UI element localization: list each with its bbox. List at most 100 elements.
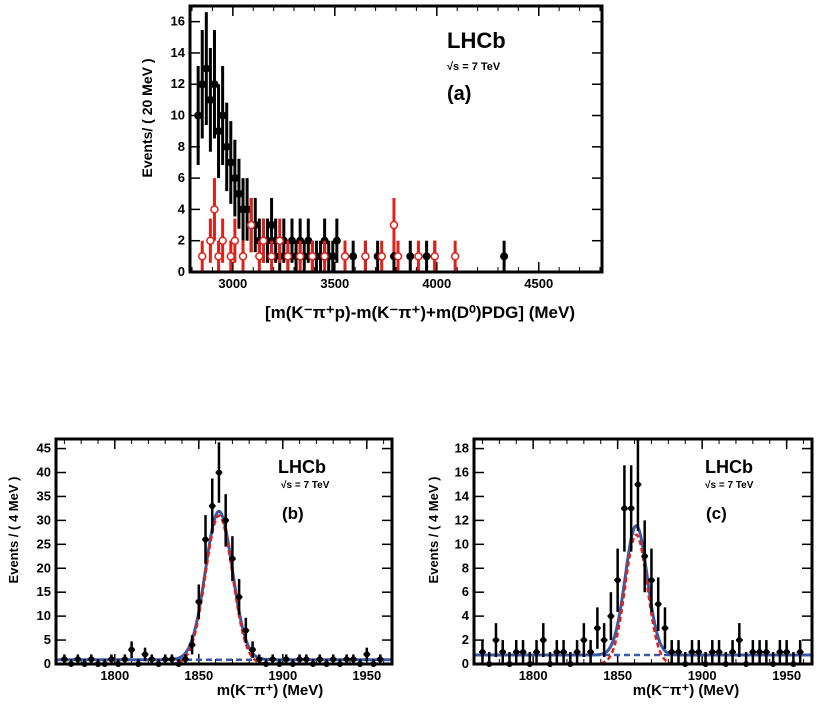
y-tick-label: 30	[37, 512, 51, 527]
y-tick-label: 14	[455, 488, 470, 503]
data-point	[61, 656, 68, 663]
data-point	[406, 252, 415, 261]
y-tick-label: 16	[455, 465, 469, 480]
data-point	[267, 252, 276, 261]
data-point	[269, 656, 276, 663]
data-point	[246, 220, 256, 230]
data-point	[74, 656, 81, 663]
data-point	[580, 637, 587, 644]
data-point	[628, 505, 635, 512]
y-tick-label: 0	[44, 656, 51, 671]
x-tick-label: 1800	[519, 668, 548, 683]
y-tick-label: 5	[44, 632, 51, 647]
data-point	[361, 252, 370, 261]
data-point	[520, 649, 527, 656]
data-point	[215, 469, 222, 476]
y-tick-label: 4	[178, 201, 186, 216]
y-tick-label: 4	[462, 608, 470, 623]
fit-signal-curve	[600, 533, 673, 665]
x-tick-label: 1950	[352, 668, 381, 683]
plot-frame	[188, 4, 604, 274]
data-point	[607, 613, 614, 620]
data-point	[230, 236, 240, 245]
data-point	[226, 252, 236, 261]
data-point	[675, 649, 682, 656]
y-tick-label: 16	[171, 14, 185, 29]
data-point	[763, 649, 770, 656]
data-point	[574, 649, 581, 656]
x-tick-label: 1800	[100, 668, 129, 683]
data-point	[108, 656, 115, 663]
x-axis-label: m(K⁻π⁺) (MeV)	[633, 682, 739, 699]
chart-panel-c: 1800 1850 1900 1950 0 2 4 6 8 10 12 14 16 18 LHCb √s = …	[426, 437, 814, 699]
x-tick-label: 1850	[603, 668, 632, 683]
data-point	[214, 252, 223, 261]
data-point	[776, 649, 783, 656]
data-point	[236, 593, 243, 600]
data-point	[229, 555, 236, 562]
series-red	[197, 178, 460, 272]
y-tick-label: 18	[455, 441, 469, 456]
data-point	[393, 252, 403, 261]
data-point	[797, 649, 804, 656]
x-tick-label: 1950	[772, 668, 801, 683]
x-tick-label: 1900	[268, 668, 297, 683]
panel-label: (c)	[706, 504, 727, 523]
fit-total-curve	[56, 509, 392, 662]
y-tick-label: 14	[171, 45, 186, 60]
data-point	[330, 656, 337, 663]
data-point	[499, 649, 506, 656]
energy-label: √s = 7 TeV	[705, 480, 754, 491]
data-point	[214, 127, 223, 136]
data-point	[206, 236, 215, 245]
data-point	[328, 252, 337, 261]
data-point	[363, 651, 370, 658]
data-point	[349, 252, 358, 261]
x-axis-label: [m(K⁻π⁺p)-m(K⁻π⁺)+m(D⁰)PDG] (MeV)	[265, 303, 575, 322]
x-tick-label: 4000	[422, 276, 451, 291]
plot-frame	[54, 437, 394, 666]
data-point	[479, 649, 486, 656]
data-point	[295, 252, 305, 261]
data-point	[709, 649, 716, 656]
data-point	[142, 651, 149, 658]
data-point	[553, 649, 560, 656]
data-point	[621, 505, 628, 512]
x-axis-label: m(K⁻π⁺) (MeV)	[217, 682, 323, 699]
x-tick-label: 3500	[320, 276, 349, 291]
data-point	[238, 252, 248, 261]
data-point	[641, 553, 648, 560]
data-point	[202, 64, 211, 73]
data-point	[255, 252, 264, 261]
data-point	[389, 220, 399, 230]
data-point	[350, 656, 357, 663]
data-point	[332, 236, 341, 245]
x-tick-label: 3000	[218, 276, 247, 291]
data-point	[222, 142, 231, 151]
y-tick-label: 2	[462, 632, 469, 647]
data-point	[210, 205, 219, 214]
data-points	[61, 442, 384, 667]
y-tick-label: 6	[462, 584, 469, 599]
data-point	[195, 598, 202, 605]
data-point	[422, 252, 431, 261]
y-axis-label: Events/ ( 20 MeV )	[139, 58, 155, 177]
data-point	[587, 649, 594, 656]
y-tick-label: 8	[462, 560, 469, 575]
y-tick-label: 35	[37, 488, 51, 503]
y-tick-label: 6	[178, 170, 185, 185]
data-point	[242, 627, 249, 634]
data-point	[729, 649, 736, 656]
y-axis-label: Events / ( 4 MeV )	[426, 477, 441, 584]
y-tick-label: 20	[37, 560, 51, 575]
y-tick-label: 10	[171, 108, 185, 123]
data-point	[206, 95, 215, 104]
data-point	[222, 517, 229, 524]
energy-label: √s = 7 TeV	[447, 61, 501, 73]
data-point	[296, 656, 303, 663]
data-point	[614, 577, 621, 584]
data-point	[189, 641, 196, 648]
data-point	[303, 656, 310, 663]
data-point	[377, 252, 386, 261]
chart-panel-b: 1800 1850 1900 1950 0 5 10 15 20 25 30 35 40 45 LHCb √s…	[6, 437, 394, 699]
